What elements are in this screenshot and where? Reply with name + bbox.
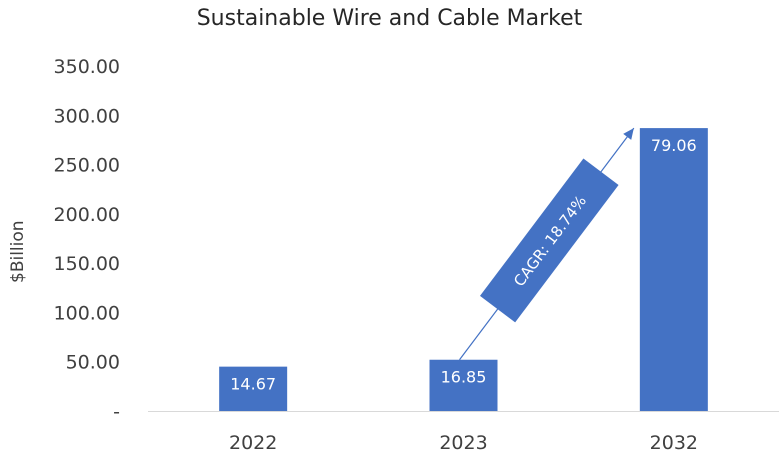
data-label-2022: 14.67: [230, 375, 276, 394]
y-tick-label: 100.00: [54, 302, 120, 324]
cagr-arrow-head: [623, 128, 634, 140]
data-label-2023: 16.85: [441, 368, 487, 387]
bar-2022: [219, 366, 288, 411]
x-tick-label-2022: 2022: [229, 432, 277, 454]
bar-2032: [639, 128, 708, 411]
cagr-annotation-box: [479, 158, 619, 323]
y-tick-label: 150.00: [54, 253, 120, 275]
chart-title: Sustainable Wire and Cable Market: [196, 6, 583, 31]
y-tick-label: -: [113, 401, 120, 423]
x-tick-label-2023: 2023: [439, 432, 487, 454]
x-tick-label-2032: 2032: [650, 432, 698, 454]
y-tick-label: 250.00: [54, 155, 120, 177]
data-label-2032: 79.06: [651, 136, 697, 155]
y-tick-label: 300.00: [54, 105, 120, 127]
cagr-annotation: CAGR: 18.74%: [479, 158, 619, 323]
y-tick-label: 350.00: [54, 56, 120, 78]
y-tick-label: 50.00: [66, 352, 120, 374]
bar-2023: [429, 359, 498, 411]
y-tick-label: 200.00: [54, 204, 120, 226]
